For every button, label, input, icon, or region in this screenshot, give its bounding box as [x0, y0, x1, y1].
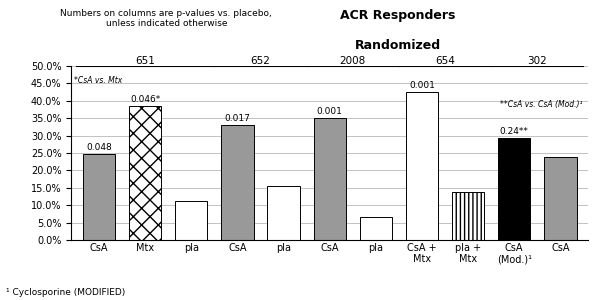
- Text: 2008: 2008: [340, 56, 366, 66]
- Text: 654: 654: [435, 56, 455, 66]
- Text: 0.24**: 0.24**: [500, 127, 529, 136]
- Bar: [267, 186, 300, 240]
- Bar: [175, 201, 207, 240]
- Bar: [314, 118, 346, 240]
- Bar: [221, 125, 254, 240]
- Text: 0.001: 0.001: [409, 81, 435, 90]
- Text: 0.046*: 0.046*: [130, 95, 160, 104]
- Bar: [498, 138, 530, 240]
- Bar: [452, 192, 484, 240]
- Bar: [129, 106, 161, 240]
- Text: 0.001: 0.001: [317, 107, 343, 116]
- Text: 302: 302: [527, 56, 547, 66]
- Text: ACR Responders: ACR Responders: [340, 9, 456, 22]
- Text: Numbers on columns are p-values vs. placebo,
unless indicated otherwise: Numbers on columns are p-values vs. plac…: [61, 9, 272, 28]
- Text: Randomized: Randomized: [355, 39, 441, 52]
- Bar: [406, 92, 438, 240]
- Text: ¹ Cyclosporine (MODIFIED): ¹ Cyclosporine (MODIFIED): [6, 288, 125, 297]
- Bar: [544, 157, 577, 240]
- Text: **CsA vs. CsA (Mod.)¹: **CsA vs. CsA (Mod.)¹: [500, 100, 583, 109]
- Text: 0.017: 0.017: [225, 114, 250, 123]
- Text: 651: 651: [135, 56, 155, 66]
- Text: 0.048: 0.048: [86, 142, 112, 152]
- Bar: [359, 218, 392, 240]
- Text: *CsA vs. Mtx: *CsA vs. Mtx: [74, 76, 122, 85]
- Bar: [83, 154, 115, 240]
- Text: 652: 652: [251, 56, 270, 66]
